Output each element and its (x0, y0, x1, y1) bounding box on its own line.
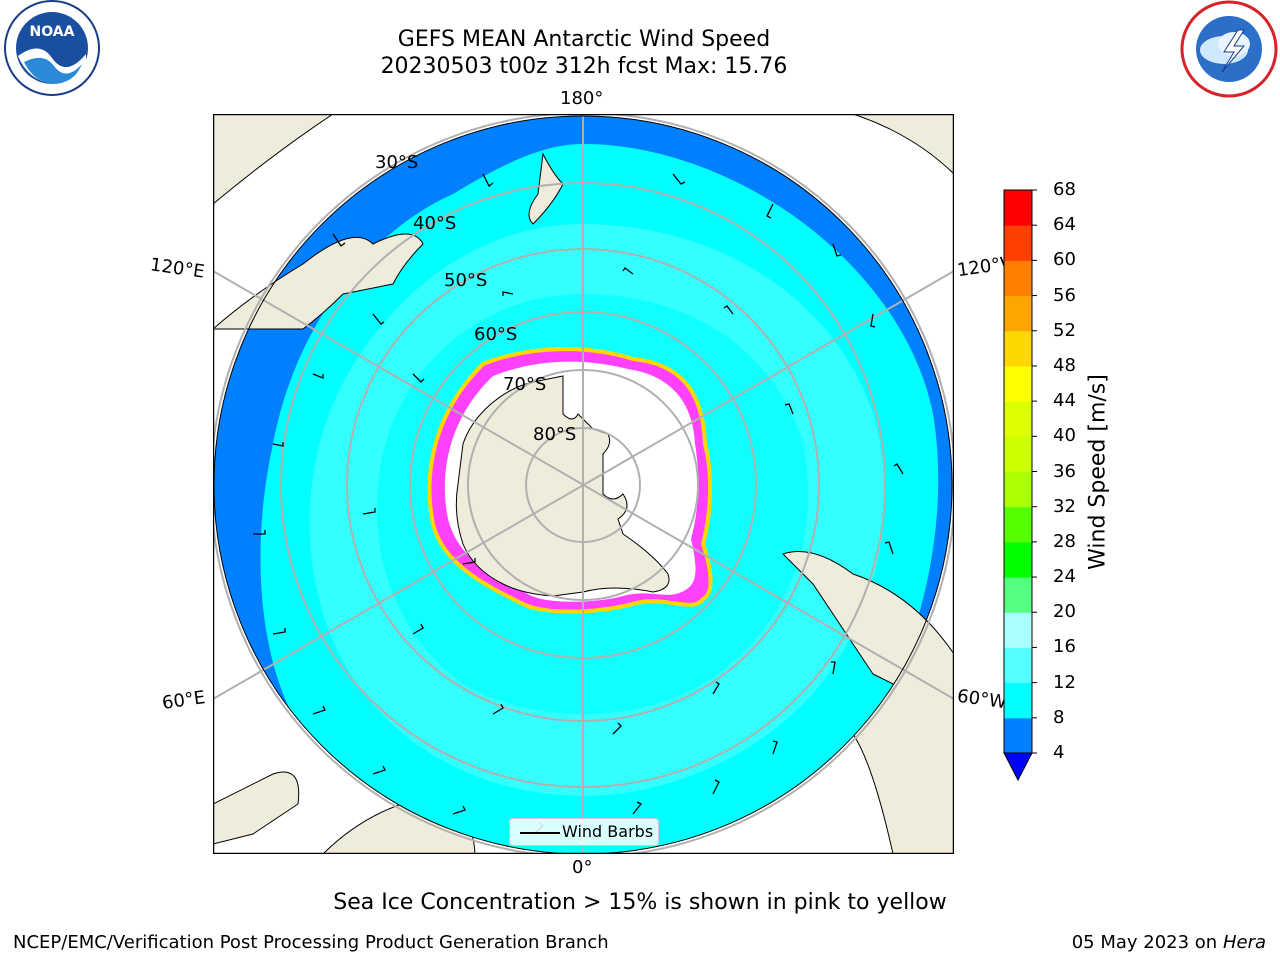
noaa-logo: NOAA (4, 0, 100, 96)
lon-label-bottom: 0° (572, 857, 593, 878)
colorbar-tick-label: 32 (1053, 495, 1076, 517)
colorbar-segment (1004, 190, 1032, 226)
colorbar-segment (1004, 330, 1032, 367)
colorbar-segment (1004, 365, 1032, 402)
lon-label-lower-left: 60°E (160, 687, 207, 714)
colorbar-segment (1004, 471, 1032, 508)
lat-label-30s: 30°S (375, 152, 419, 173)
colorbar-segment (1004, 577, 1032, 613)
nws-logo (1180, 0, 1278, 98)
chart-title: GEFS MEAN Antarctic Wind Speed (397, 27, 771, 52)
polar-map (213, 114, 954, 854)
colorbar-tick-label: 40 (1053, 425, 1076, 447)
colorbar-tick-label: 64 (1053, 214, 1076, 236)
colorbar-tick-label: 44 (1053, 390, 1076, 412)
colorbar-segment (1004, 682, 1032, 719)
lat-label-70s: 70°S (503, 374, 547, 395)
colorbar-tick-label: 36 (1053, 460, 1076, 482)
colorbar-segment (1004, 436, 1032, 472)
colorbar-label: Wind Speed [m/s] (1085, 374, 1111, 570)
colorbar (1003, 189, 1037, 782)
colorbar-tick-label: 56 (1053, 284, 1076, 306)
footer-date: 05 May 2023 on Hera (1072, 932, 1266, 953)
wind-barb-legend: Wind Barbs (509, 818, 659, 846)
colorbar-tick-label: 20 (1053, 601, 1076, 623)
lat-label-60s: 60°S (474, 324, 518, 345)
colorbar-segment (1004, 260, 1032, 297)
land-madagascar (213, 771, 300, 845)
graticule (213, 114, 954, 854)
footer-host: Hera (1222, 932, 1266, 953)
colorbar-tick-label: 24 (1053, 566, 1076, 588)
colorbar-tick-label: 12 (1053, 671, 1076, 693)
colorbar-segment (1004, 612, 1032, 648)
colorbar-segment (1004, 506, 1032, 543)
colorbar-segment (1004, 541, 1032, 578)
land-corner-top-left (213, 114, 334, 205)
colorbar-extend-triangle (1003, 752, 1033, 782)
footer-organization: NCEP/EMC/Verification Post Processing Pr… (13, 932, 609, 953)
colorbar-tick-label: 16 (1053, 636, 1076, 658)
colorbar-tick-label: 8 (1053, 706, 1065, 728)
legend-line-swatch (520, 832, 560, 834)
colorbar-tick-label: 52 (1053, 319, 1076, 341)
colorbar-segment (1004, 225, 1032, 261)
colorbar-tick-label: 28 (1053, 530, 1076, 552)
colorbar-segment (1004, 717, 1032, 754)
legend-label: Wind Barbs (562, 822, 654, 841)
colorbar-segment (1004, 401, 1032, 437)
svg-text:NOAA: NOAA (30, 24, 75, 40)
chart-subtitle: 20230503 t00z 312h fcst Max: 15.76 (380, 54, 788, 79)
colorbar-tick-label: 48 (1053, 354, 1076, 376)
colorbar-tick-label: 60 (1053, 249, 1076, 271)
colorbar-segment (1004, 295, 1032, 332)
sea-ice-caption: Sea Ice Concentration > 15% is shown in … (333, 890, 947, 915)
lon-label-top: 180° (560, 88, 604, 109)
colorbar-tick-label: 68 (1053, 179, 1076, 200)
lat-label-40s: 40°S (413, 213, 457, 234)
antarctica (455, 375, 670, 597)
lat-label-80s: 80°S (533, 424, 577, 445)
land-corner-top-right (852, 114, 954, 175)
colorbar-tick-label: 4 (1053, 742, 1065, 763)
footer-date-text: 05 May 2023 on (1071, 932, 1218, 953)
colorbar-segment (1004, 647, 1032, 684)
lon-label-upper-left: 120°E (148, 254, 206, 283)
lat-label-50s: 50°S (444, 270, 488, 291)
